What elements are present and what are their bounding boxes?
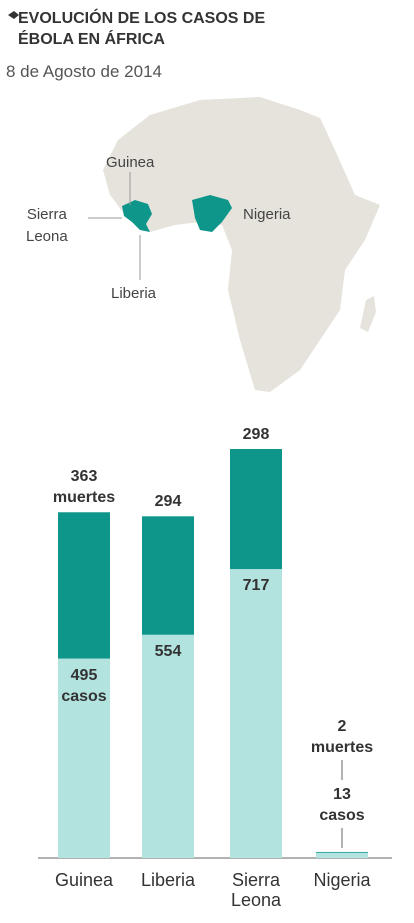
value-label: 294 bbox=[154, 493, 182, 511]
value-label: 717 bbox=[242, 577, 270, 595]
nigeria-highlight bbox=[192, 195, 232, 232]
x-tick-label: Sierra Leona bbox=[230, 870, 282, 910]
bar-segment bbox=[58, 658, 110, 858]
map-label: Nigeria bbox=[243, 206, 291, 223]
value-label: 554 bbox=[154, 642, 182, 660]
value-label: 2 muertes bbox=[310, 717, 374, 756]
x-tick-label: Liberia bbox=[140, 870, 196, 890]
west-africa-highlight bbox=[122, 200, 152, 232]
africa-map bbox=[103, 97, 380, 392]
value-label: 298 bbox=[242, 426, 270, 443]
map-label: Sierra Leona bbox=[26, 206, 68, 245]
title: EVOLUCIÓN DE LOS CASOS DE ÉBOLA EN ÁFRIC… bbox=[18, 10, 266, 48]
bar-segment bbox=[142, 516, 194, 635]
map-label: Guinea bbox=[106, 154, 155, 171]
map-label: Liberia bbox=[111, 285, 157, 302]
madagascar bbox=[360, 296, 376, 332]
subtitle: 8 de Agosto de 2014 bbox=[6, 62, 162, 81]
value-label: 363 muertes bbox=[52, 468, 116, 507]
bar-segment bbox=[230, 569, 282, 858]
bar-segment bbox=[230, 449, 282, 570]
bar-segment bbox=[316, 851, 368, 853]
value-label: 495 casos bbox=[61, 666, 107, 705]
title-bullet bbox=[8, 11, 19, 19]
x-tick-label: Guinea bbox=[54, 870, 114, 890]
value-label: 13 casos bbox=[319, 785, 365, 824]
bar-segment bbox=[316, 852, 368, 858]
bar-segment bbox=[58, 512, 110, 659]
bar-segment bbox=[142, 634, 194, 858]
x-tick-label: Nigeria bbox=[313, 870, 371, 890]
